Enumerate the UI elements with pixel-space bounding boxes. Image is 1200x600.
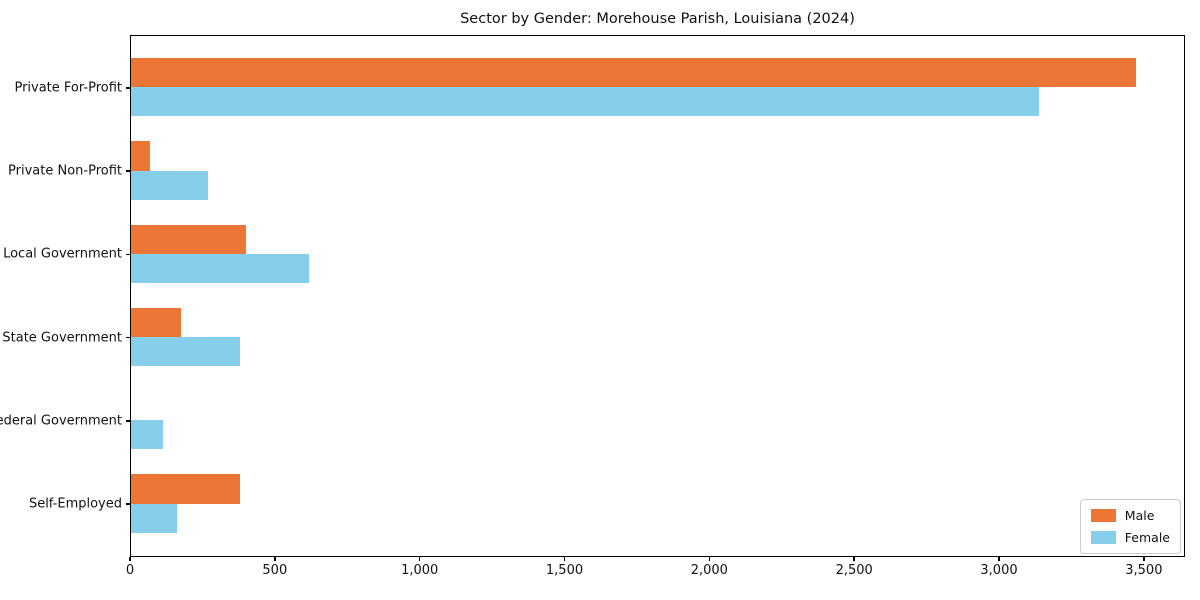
x-tick-mark — [998, 557, 1000, 561]
bar-female-4 — [131, 420, 163, 450]
bar-female-5 — [131, 503, 178, 533]
x-tick-mark — [1143, 557, 1145, 561]
y-tick-mark — [126, 336, 130, 339]
x-tick-label: 1,500 — [545, 563, 584, 578]
legend-entry-female: Female — [1090, 530, 1170, 545]
x-tick-mark — [129, 557, 131, 561]
x-tick-label: 3,000 — [980, 563, 1018, 578]
bar-male-3 — [131, 307, 182, 337]
x-tick-mark — [274, 557, 276, 561]
legend-swatch-female — [1090, 531, 1116, 544]
x-tick-label: 0 — [125, 563, 135, 578]
chart-title: Sector by Gender: Morehouse Parish, Loui… — [460, 11, 855, 27]
legend-label: Male — [1124, 508, 1155, 523]
y-tick-mark — [126, 503, 130, 505]
bar-female-2 — [131, 253, 309, 283]
y-tick-mark — [126, 420, 130, 422]
bar-male-2 — [131, 224, 247, 254]
y-category-label: Private Non-Profit — [8, 163, 122, 179]
x-tick-mark — [853, 557, 855, 561]
y-tick-mark — [126, 170, 130, 172]
legend-entry-male: Male — [1090, 508, 1170, 523]
bar-female-0 — [131, 87, 1039, 117]
x-tick-mark — [418, 557, 421, 561]
x-tick-mark — [563, 557, 566, 561]
y-category-label: Private For-Profit — [14, 80, 122, 96]
y-category-label: State Government — [2, 330, 122, 346]
x-tick-label: 2,000 — [690, 563, 728, 578]
bar-female-3 — [131, 337, 241, 367]
x-tick-mark — [708, 557, 711, 561]
y-category-label: Local Government — [3, 246, 122, 262]
y-tick-mark — [126, 253, 130, 256]
bar-male-5 — [131, 474, 240, 504]
y-category-label: Federal Government — [0, 413, 122, 429]
legend-label: Female — [1124, 530, 1170, 545]
bar-male-0 — [131, 58, 1137, 88]
x-tick-label: 1,000 — [401, 563, 439, 578]
legend: Male Female — [1079, 499, 1181, 554]
x-tick-label: 2,500 — [835, 563, 873, 578]
legend-swatch-male — [1090, 509, 1116, 522]
bar-female-1 — [131, 170, 208, 200]
x-tick-label: 500 — [262, 563, 288, 578]
x-tick-label: 3,500 — [1125, 563, 1163, 578]
bar-male-1 — [131, 141, 151, 171]
y-tick-mark — [126, 87, 130, 89]
y-category-label: Self-Employed — [28, 496, 122, 512]
plot-area — [130, 35, 1185, 557]
